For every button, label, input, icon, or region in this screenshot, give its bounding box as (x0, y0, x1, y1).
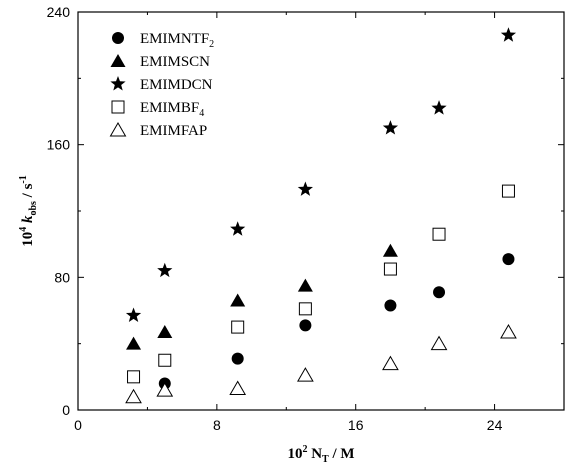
data-point-emimfap (500, 324, 517, 339)
data-point-emimbf4 (432, 227, 446, 241)
legend-label: EMIMFAP (140, 123, 207, 139)
data-point-emimdcn (230, 221, 246, 236)
legend-label-main: EMIMFAP (140, 123, 207, 139)
series-emimfap (125, 324, 517, 404)
legend-marker-emimscn (110, 54, 126, 67)
series-emimbf4 (127, 184, 515, 384)
legend-label-main: EMIMSCN (140, 54, 210, 70)
plot-axes (77, 11, 565, 411)
y-tick-label: 240 (47, 4, 71, 20)
legend-label-main: EMIMBF (140, 100, 199, 116)
y-tick-label: 160 (47, 137, 71, 153)
x-tick-label: 16 (348, 417, 364, 433)
legend-marker-emimntf2 (112, 32, 124, 44)
data-point-emimdcn (382, 120, 399, 135)
data-point-emimscn (382, 243, 398, 257)
data-point-emimdcn (431, 100, 447, 115)
data-point-emimfap (229, 380, 247, 395)
data-point-emimntf2 (384, 299, 397, 312)
y-axis-label-main: k (20, 215, 36, 227)
x-tick-label: 24 (487, 417, 503, 433)
x-axis-label-sub: T (322, 454, 329, 465)
y-axis-label-sub: obs (28, 201, 39, 216)
data-point-emimdcn (125, 307, 142, 322)
legend-label-main: EMIMDCN (140, 77, 213, 93)
y-axis-label: 104 kobs / s-1 (18, 175, 39, 247)
data-point-emimscn (297, 278, 313, 292)
data-point-emimfap (297, 367, 314, 382)
series-emimdcn (125, 27, 517, 322)
legend-marker-emimfap (109, 121, 127, 137)
y-tick-label: 0 (62, 402, 70, 418)
x-axis-label-main: N (307, 446, 322, 462)
data-point-emimfap (382, 355, 399, 371)
data-point-emimdcn (297, 181, 313, 196)
data-point-emimntf2 (231, 352, 244, 365)
legend: EMIMNTF2 EMIMSCN EMIMDCN EMIMBF4 EMIMFAP (109, 31, 214, 139)
x-tick-label: 0 (74, 417, 82, 433)
legend-label-main: EMIMNTF (140, 31, 209, 47)
legend-label: EMIMBF4 (140, 100, 204, 119)
plot-frame (77, 11, 565, 411)
data-points (125, 27, 517, 404)
data-point-emimfap (125, 388, 142, 404)
x-axis-label-sup: 2 (302, 444, 307, 455)
data-point-emimdcn (157, 262, 173, 278)
x-axis-label-suffix: / M (329, 446, 355, 462)
data-point-emimbf4 (383, 262, 397, 276)
data-point-emimscn (230, 293, 246, 307)
series-emimntf2 (158, 253, 515, 390)
data-point-emimfap (430, 335, 448, 351)
x-axis-label-prefix: 10 (287, 446, 302, 462)
series-emimscn (126, 243, 398, 350)
data-point-emimbf4 (501, 184, 515, 198)
y-axis-label-sup2: -1 (18, 175, 29, 183)
y-axis-label-suffix: / s (20, 183, 36, 201)
legend-label: EMIMDCN (140, 77, 213, 93)
y-axis-label-prefix: 10 (20, 232, 36, 247)
data-point-emimbf4 (298, 302, 312, 316)
data-point-emimscn (157, 325, 173, 339)
data-point-emimbf4 (158, 353, 172, 367)
data-point-emimntf2 (299, 319, 312, 332)
data-point-emimscn (126, 336, 142, 350)
legend-label-sub: 2 (209, 39, 214, 50)
x-tick-label: 8 (213, 417, 221, 433)
data-point-emimfap (156, 382, 174, 397)
data-point-emimbf4 (127, 370, 141, 384)
data-point-emimdcn (500, 27, 517, 42)
data-point-emimntf2 (433, 286, 446, 299)
data-point-emimbf4 (231, 320, 245, 334)
legend-label: EMIMSCN (140, 54, 210, 70)
legend-label-sub: 4 (199, 108, 204, 119)
legend-marker-emimbf4 (111, 100, 125, 114)
legend-marker-emimdcn (110, 76, 126, 91)
legend-label: EMIMNTF2 (140, 31, 214, 50)
x-axis-label: 102 NT / M (287, 444, 354, 465)
y-axis-label-sup: 4 (18, 227, 29, 232)
data-point-emimntf2 (502, 253, 515, 266)
y-tick-label: 80 (54, 269, 70, 285)
